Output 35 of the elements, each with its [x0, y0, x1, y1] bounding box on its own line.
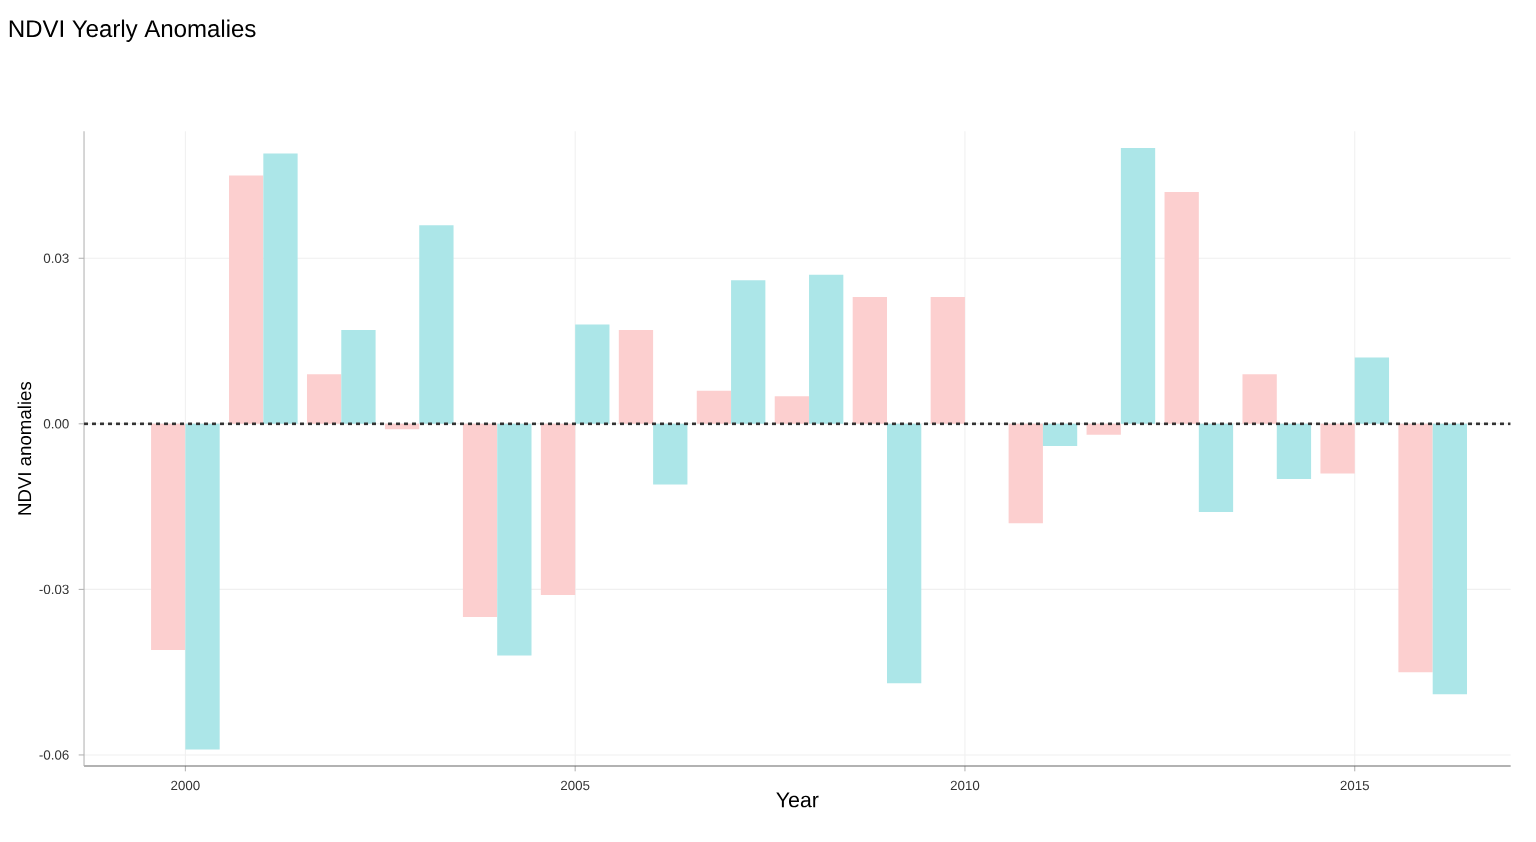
y-axis-title: NDVI anomalies: [17, 381, 32, 515]
bar: [618, 330, 654, 424]
bar: [731, 280, 766, 424]
bar: [1042, 423, 1078, 446]
bar: [1276, 423, 1312, 479]
bar: [419, 225, 454, 424]
bar: [852, 296, 887, 424]
bar: [229, 175, 264, 424]
bar: [540, 423, 576, 595]
bar: [1354, 357, 1390, 424]
bar: [774, 396, 810, 424]
bar: [1086, 423, 1121, 435]
bar: [306, 374, 342, 424]
bar: [462, 423, 498, 617]
bar: [1242, 374, 1277, 424]
bar: [1120, 147, 1156, 424]
bar: [809, 274, 844, 424]
bar: [1008, 423, 1043, 524]
bar: [151, 423, 186, 651]
bar: [1320, 423, 1355, 474]
bar: [1432, 423, 1468, 695]
bar: [1198, 423, 1234, 513]
bar: [1398, 423, 1433, 673]
bar: [653, 423, 688, 485]
bar: [1164, 192, 1199, 424]
bar: [263, 153, 298, 424]
bar: [930, 296, 965, 424]
chart-title: NDVI Yearly Anomalies: [9, 19, 256, 42]
bar: [185, 423, 220, 750]
bar: [696, 390, 732, 424]
bar: [497, 423, 532, 656]
bar: [341, 330, 376, 424]
bar: [575, 324, 610, 424]
bar: [886, 423, 922, 684]
x-axis-title: Year: [776, 792, 819, 808]
